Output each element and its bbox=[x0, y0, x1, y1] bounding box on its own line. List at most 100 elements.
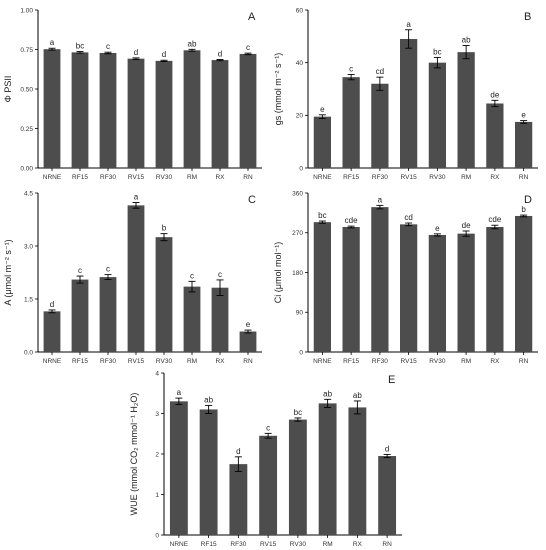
significance-label: d bbox=[385, 444, 389, 453]
y-tick-label: 0 bbox=[299, 349, 303, 356]
significance-label: ab bbox=[353, 391, 362, 400]
panel-e: 0 1 2 3 4 WUE (mmol CO₂ mmol⁻¹ H₂O) Ea NRNE ab RF… bbox=[129, 370, 402, 548]
panel-letter: B bbox=[524, 11, 531, 23]
x-tick-label: RF15 bbox=[72, 358, 88, 365]
error-bar bbox=[376, 204, 384, 210]
y-tick-label: 0 bbox=[299, 165, 303, 172]
bar-rv15 bbox=[400, 38, 418, 168]
y-tick-label: 2 bbox=[155, 451, 159, 458]
error-bar bbox=[376, 76, 384, 91]
significance-label: d bbox=[50, 300, 54, 309]
error-bar bbox=[264, 432, 272, 439]
error-bar bbox=[48, 47, 56, 51]
y-axis-label: A (μmol m⁻² s⁻¹) bbox=[3, 239, 13, 305]
error-bar bbox=[462, 45, 470, 60]
bar-rf15 bbox=[71, 279, 89, 352]
significance-label: cde bbox=[345, 216, 358, 225]
bar-rf30 bbox=[371, 83, 389, 168]
x-tick-label: RN bbox=[382, 541, 392, 548]
bar-rf15 bbox=[71, 52, 89, 168]
significance-label: cde bbox=[488, 215, 501, 224]
x-tick-label: RX bbox=[215, 174, 225, 181]
y-tick-label: 0.50 bbox=[20, 86, 33, 93]
x-tick-label: RX bbox=[490, 174, 500, 181]
y-tick-label: 20 bbox=[296, 113, 304, 120]
error-bar bbox=[294, 417, 302, 422]
significance-label: a bbox=[406, 20, 411, 29]
error-bar bbox=[205, 404, 213, 414]
significance-label: e bbox=[435, 224, 440, 233]
significance-label: b bbox=[521, 205, 526, 214]
bar-rx bbox=[348, 407, 367, 535]
y-tick-label: 0.0 bbox=[24, 349, 33, 356]
bar-rv15 bbox=[259, 435, 278, 535]
y-tick-label: 0.25 bbox=[20, 126, 33, 133]
x-tick-label: RV30 bbox=[290, 541, 307, 548]
significance-label: cd bbox=[404, 213, 412, 222]
significance-label: c bbox=[190, 271, 194, 280]
y-tick-label: 40 bbox=[296, 60, 304, 67]
error-bar bbox=[347, 225, 355, 229]
y-tick-label: 0.00 bbox=[20, 165, 33, 172]
significance-label: c bbox=[106, 265, 110, 274]
x-tick-label: RM bbox=[187, 174, 197, 181]
error-bar bbox=[433, 56, 441, 69]
x-tick-label: RM bbox=[461, 174, 471, 181]
significance-label: c bbox=[78, 266, 82, 275]
x-tick-label: RM bbox=[461, 358, 471, 365]
error-bar bbox=[160, 59, 168, 62]
bar-rx bbox=[211, 60, 229, 168]
x-tick-label: RV15 bbox=[401, 358, 418, 365]
error-bar bbox=[132, 202, 140, 209]
x-tick-label: RV30 bbox=[429, 358, 446, 365]
x-tick-label: RV30 bbox=[429, 174, 446, 181]
significance-label: c bbox=[106, 42, 110, 51]
x-tick-label: RM bbox=[187, 358, 197, 365]
significance-label: cd bbox=[376, 67, 384, 76]
significance-label: c bbox=[246, 43, 250, 52]
bar-rm bbox=[457, 52, 475, 169]
significance-label: de bbox=[462, 221, 471, 230]
x-tick-label: RN bbox=[519, 358, 529, 365]
error-bar bbox=[234, 456, 242, 472]
significance-label: bc bbox=[433, 47, 441, 56]
x-tick-label: RX bbox=[490, 358, 500, 365]
significance-label: bc bbox=[76, 42, 84, 51]
bar-nrne bbox=[43, 49, 61, 168]
x-tick-label: NRNE bbox=[313, 358, 332, 365]
y-tick-label: 180 bbox=[292, 270, 303, 277]
significance-label: e bbox=[521, 111, 526, 120]
error-bar bbox=[353, 400, 361, 415]
x-tick-label: RF30 bbox=[100, 174, 116, 181]
y-axis-label: gs (mmol m⁻² s⁻¹) bbox=[273, 53, 283, 126]
bar-rf15 bbox=[199, 409, 218, 535]
significance-label: c bbox=[266, 423, 270, 432]
y-tick-label: 1.00 bbox=[20, 7, 33, 14]
bar-nrne bbox=[313, 222, 331, 352]
y-tick-label: 3.0 bbox=[24, 243, 33, 250]
bar-rn bbox=[378, 456, 397, 535]
significance-label: c bbox=[349, 65, 353, 74]
error-bar bbox=[244, 329, 252, 334]
error-bar bbox=[318, 114, 326, 119]
x-tick-label: RF15 bbox=[343, 174, 359, 181]
significance-label: d bbox=[162, 50, 166, 59]
significance-label: e bbox=[320, 105, 325, 114]
y-tick-label: 60 bbox=[296, 7, 304, 14]
error-bar bbox=[462, 230, 470, 237]
significance-label: d bbox=[236, 447, 240, 456]
x-tick-label: RF30 bbox=[372, 174, 388, 181]
bar-rf15 bbox=[342, 77, 360, 168]
bar-rv15 bbox=[127, 205, 145, 352]
x-tick-label: RN bbox=[243, 174, 253, 181]
error-bar bbox=[104, 274, 112, 281]
error-bar bbox=[104, 51, 112, 55]
bar-rm bbox=[183, 286, 201, 352]
panel-letter: D bbox=[524, 194, 532, 206]
x-tick-label: RF15 bbox=[343, 358, 359, 365]
error-bar bbox=[48, 309, 56, 314]
error-bar bbox=[76, 51, 84, 54]
error-bar bbox=[520, 120, 528, 124]
x-tick-label: RV15 bbox=[401, 174, 418, 181]
